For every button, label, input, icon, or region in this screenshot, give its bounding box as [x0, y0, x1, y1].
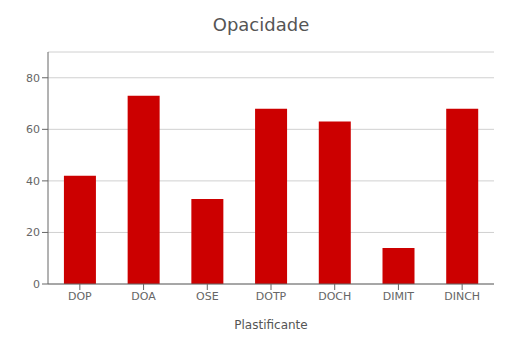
svg-text:60: 60	[26, 123, 40, 136]
svg-text:DOCH: DOCH	[318, 290, 351, 303]
svg-text:80: 80	[26, 72, 40, 85]
svg-text:0: 0	[33, 278, 40, 291]
svg-text:DOA: DOA	[131, 290, 156, 303]
svg-text:20: 20	[26, 226, 40, 239]
svg-text:DIMIT: DIMIT	[383, 290, 414, 303]
html-text:Opacidade: Opacidade	[212, 14, 310, 35]
svg-text:Plastificante: Plastificante	[234, 318, 307, 332]
svg-text:40: 40	[26, 175, 40, 188]
svg-text:DOTP: DOTP	[256, 290, 287, 303]
svg-text:OSE: OSE	[196, 290, 219, 303]
svg-text:DOP: DOP	[68, 290, 92, 303]
svg-text:DINCH: DINCH	[444, 290, 480, 303]
